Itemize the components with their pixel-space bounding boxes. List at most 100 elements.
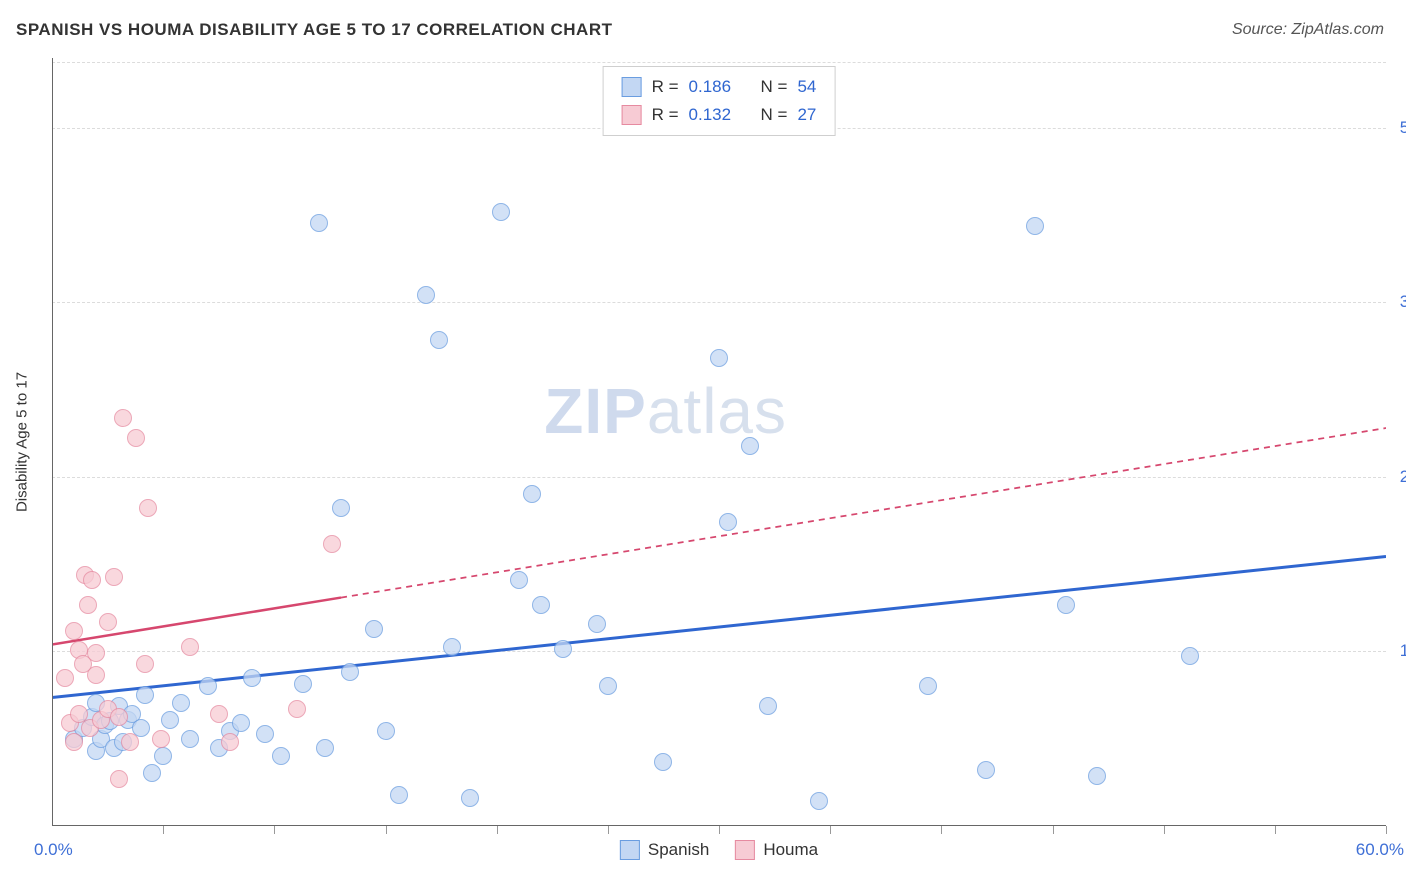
data-point-spanish: [272, 747, 290, 765]
chart-title: SPANISH VS HOUMA DISABILITY AGE 5 TO 17 …: [16, 20, 612, 40]
data-point-houma: [110, 708, 128, 726]
legend-swatch-houma: [735, 840, 755, 860]
x-tick: [830, 826, 831, 834]
legend-swatch-spanish: [620, 840, 640, 860]
x-max-label: 60.0%: [1356, 840, 1404, 860]
data-point-houma: [323, 535, 341, 553]
data-point-houma: [65, 622, 83, 640]
data-point-houma: [139, 499, 157, 517]
data-point-spanish: [599, 677, 617, 695]
plot-container: Disability Age 5 to 17 ZIPatlas R = 0.18…: [52, 58, 1386, 826]
watermark-light: atlas: [647, 375, 787, 447]
data-point-houma: [221, 733, 239, 751]
y-axis-label: Disability Age 5 to 17: [14, 372, 31, 512]
x-tick: [1386, 826, 1387, 834]
data-point-houma: [56, 669, 74, 687]
data-point-spanish: [430, 331, 448, 349]
x-tick: [941, 826, 942, 834]
trend-lines: [52, 58, 1386, 826]
data-point-spanish: [365, 620, 383, 638]
data-point-houma: [83, 571, 101, 589]
data-point-houma: [210, 705, 228, 723]
legend-N-value: 27: [797, 101, 816, 129]
data-point-houma: [87, 666, 105, 684]
x-tick: [274, 826, 275, 834]
header-bar: SPANISH VS HOUMA DISABILITY AGE 5 TO 17 …: [16, 18, 1384, 42]
trend-line-houma-extrapolated: [341, 428, 1386, 598]
y-tick-label: 50.0%: [1400, 118, 1406, 138]
legend-stats-row: R = 0.186 N = 54: [622, 73, 817, 101]
y-tick-label: 37.5%: [1400, 292, 1406, 312]
source-attribution: Source: ZipAtlas.com: [1232, 21, 1384, 39]
legend-swatch-spanish: [622, 77, 642, 97]
data-point-spanish: [977, 761, 995, 779]
x-tick: [1053, 826, 1054, 834]
data-point-houma: [152, 730, 170, 748]
x-tick: [1164, 826, 1165, 834]
data-point-spanish: [523, 485, 541, 503]
x-tick: [719, 826, 720, 834]
data-point-houma: [136, 655, 154, 673]
legend-N-value: 54: [797, 73, 816, 101]
gridline-h: [52, 477, 1386, 478]
data-point-spanish: [919, 677, 937, 695]
data-point-houma: [121, 733, 139, 751]
data-point-spanish: [759, 697, 777, 715]
legend-N-label: N =: [761, 73, 788, 101]
legend-R-label: R =: [652, 73, 679, 101]
data-point-houma: [110, 770, 128, 788]
legend-stats: R = 0.186 N = 54 R = 0.132 N = 27: [603, 66, 836, 136]
legend-N-label: N =: [761, 101, 788, 129]
legend-item-houma: Houma: [735, 840, 818, 860]
data-point-spanish: [310, 214, 328, 232]
data-point-spanish: [510, 571, 528, 589]
legend-stats-row: R = 0.132 N = 27: [622, 101, 817, 129]
legend-label: Spanish: [648, 840, 709, 860]
data-point-spanish: [332, 499, 350, 517]
data-point-spanish: [1057, 596, 1075, 614]
data-point-houma: [105, 568, 123, 586]
data-point-houma: [127, 429, 145, 447]
x-tick: [386, 826, 387, 834]
data-point-spanish: [492, 203, 510, 221]
data-point-spanish: [172, 694, 190, 712]
legend-R-label: R =: [652, 101, 679, 129]
data-point-spanish: [161, 711, 179, 729]
data-point-houma: [99, 613, 117, 631]
data-point-spanish: [443, 638, 461, 656]
data-point-houma: [87, 644, 105, 662]
gridline-h: [52, 62, 1386, 63]
data-point-spanish: [181, 730, 199, 748]
data-point-houma: [288, 700, 306, 718]
watermark-bold: ZIP: [544, 375, 647, 447]
data-point-houma: [181, 638, 199, 656]
data-point-spanish: [154, 747, 172, 765]
data-point-spanish: [377, 722, 395, 740]
x-tick: [608, 826, 609, 834]
data-point-spanish: [316, 739, 334, 757]
legend-R-value: 0.132: [689, 101, 732, 129]
data-point-spanish: [810, 792, 828, 810]
x-tick: [1275, 826, 1276, 834]
data-point-spanish: [136, 686, 154, 704]
y-tick-label: 12.5%: [1400, 641, 1406, 661]
data-point-spanish: [1026, 217, 1044, 235]
data-point-spanish: [532, 596, 550, 614]
y-axis-line: [52, 58, 53, 826]
x-tick: [163, 826, 164, 834]
data-point-spanish: [199, 677, 217, 695]
data-point-spanish: [461, 789, 479, 807]
plot-area: ZIPatlas R = 0.186 N = 54 R = 0.132: [52, 58, 1386, 826]
data-point-spanish: [294, 675, 312, 693]
gridline-h: [52, 302, 1386, 303]
y-tick-label: 25.0%: [1400, 467, 1406, 487]
data-point-spanish: [741, 437, 759, 455]
data-point-spanish: [417, 286, 435, 304]
legend-swatch-houma: [622, 105, 642, 125]
data-point-spanish: [243, 669, 261, 687]
legend-series: Spanish Houma: [620, 840, 818, 860]
data-point-spanish: [143, 764, 161, 782]
data-point-houma: [65, 733, 83, 751]
legend-label: Houma: [763, 840, 818, 860]
x-tick: [497, 826, 498, 834]
